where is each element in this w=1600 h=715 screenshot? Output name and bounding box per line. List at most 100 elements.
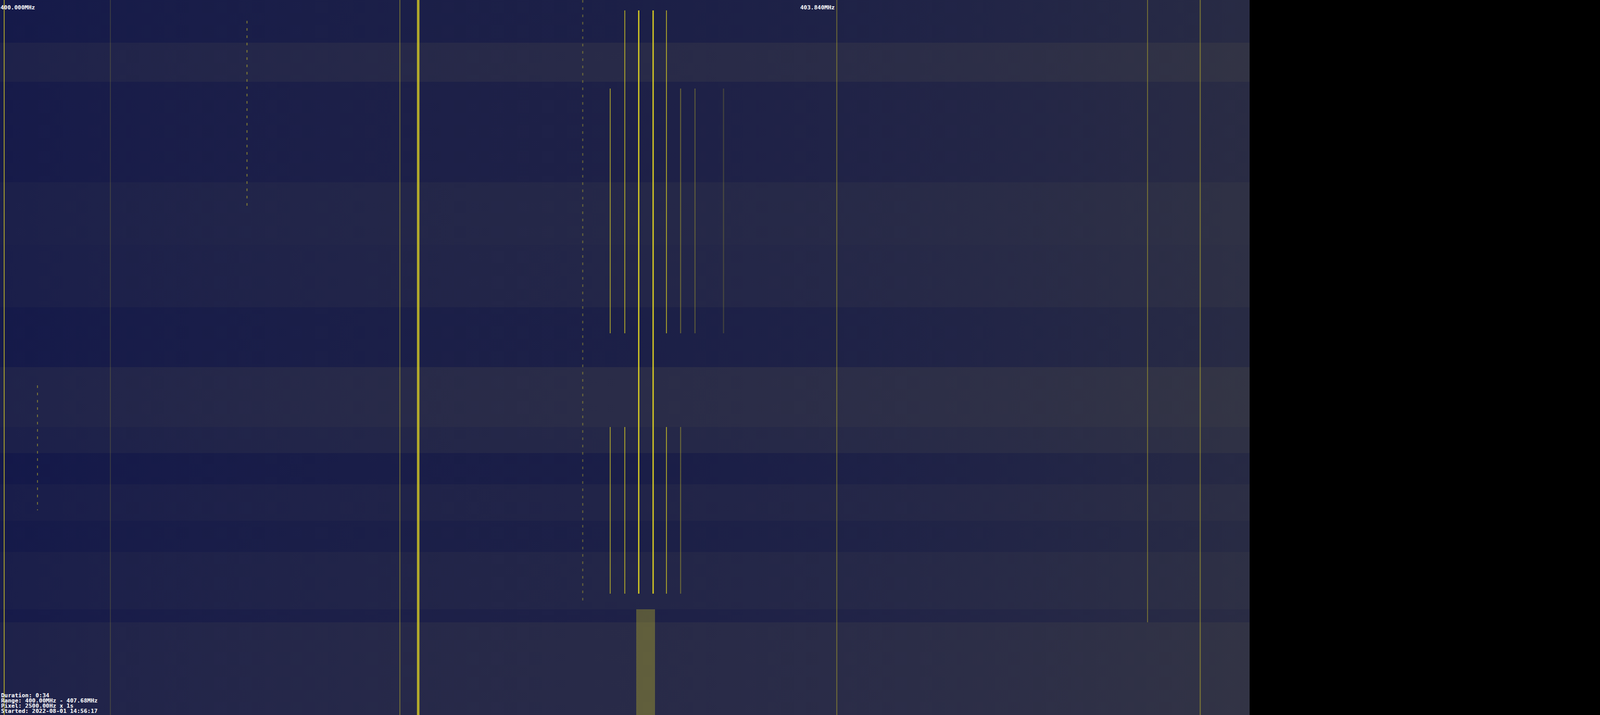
signal — [582, 473, 584, 477]
waterfall-root: 400.000MHz403.840MHzDuration: 0:34Range:… — [0, 0, 1600, 715]
signal — [582, 51, 584, 54]
signal — [582, 386, 584, 389]
signal — [36, 458, 39, 461]
signal — [582, 7, 584, 10]
signal — [36, 414, 39, 418]
signal-dotted — [36, 385, 39, 511]
freq-label: 400.000MHz — [0, 4, 35, 11]
signal — [582, 393, 584, 397]
signal — [582, 138, 584, 142]
signal — [582, 36, 584, 40]
signal — [246, 130, 248, 133]
signal — [582, 349, 584, 353]
signal — [246, 173, 248, 177]
signal — [246, 159, 248, 162]
signal — [582, 14, 584, 18]
signal — [582, 211, 584, 214]
freq-label: 403.840MHz — [800, 4, 835, 11]
signal — [246, 79, 248, 82]
signal — [1199, 0, 1201, 715]
signal — [246, 137, 248, 141]
signal — [36, 429, 39, 432]
signal — [582, 466, 584, 470]
signal — [582, 72, 584, 76]
signal — [246, 86, 248, 90]
signal — [36, 472, 39, 476]
signal — [582, 495, 584, 499]
signal — [582, 196, 584, 200]
signal — [246, 195, 248, 199]
signal — [246, 101, 248, 104]
signal-dotted — [246, 20, 248, 206]
signal — [652, 10, 654, 594]
signal — [1147, 0, 1149, 623]
waterfall: 400.000MHz403.840MHzDuration: 0:34Range:… — [0, 0, 1600, 715]
signal — [582, 262, 584, 266]
signal — [417, 0, 420, 715]
signal — [582, 167, 584, 171]
signal — [246, 122, 248, 126]
signal — [399, 0, 401, 715]
signal — [582, 43, 584, 47]
signal — [582, 269, 584, 273]
signal — [582, 430, 584, 433]
signal — [246, 115, 248, 119]
signal — [582, 553, 584, 557]
signal — [36, 480, 39, 483]
signal — [582, 174, 584, 178]
signal — [679, 88, 682, 334]
signal — [582, 422, 584, 426]
info-line: Started: 2022-08-01 14:56:17 — [1, 707, 98, 715]
signal — [582, 94, 584, 98]
signal — [246, 20, 248, 24]
signal — [694, 88, 696, 334]
signal — [582, 539, 584, 543]
signal — [582, 320, 584, 324]
signal — [582, 189, 584, 193]
signal — [36, 385, 39, 388]
signal — [36, 436, 39, 439]
signal — [36, 501, 39, 505]
signal — [582, 240, 584, 244]
signal — [582, 0, 584, 3]
signal — [246, 188, 248, 192]
signal — [723, 88, 725, 334]
signal — [636, 609, 655, 715]
signal — [665, 10, 667, 334]
signal — [609, 88, 611, 334]
signal — [582, 109, 584, 112]
signal — [582, 488, 584, 491]
signal — [582, 255, 584, 258]
signal — [582, 415, 584, 419]
signal — [582, 583, 584, 586]
signal — [582, 160, 584, 163]
signal-dotted — [582, 0, 584, 601]
signal — [36, 487, 39, 490]
signal — [582, 29, 584, 32]
signal — [582, 313, 584, 317]
signal — [582, 102, 584, 105]
signal — [36, 407, 39, 410]
signal — [836, 0, 838, 715]
signal — [582, 459, 584, 462]
signal — [582, 437, 584, 440]
signal — [582, 276, 584, 280]
signal — [582, 145, 584, 149]
signal — [36, 443, 39, 447]
signal — [638, 10, 640, 594]
signal — [246, 166, 248, 170]
signal — [582, 218, 584, 222]
signal — [582, 131, 584, 134]
signal — [582, 590, 584, 594]
signal — [582, 247, 584, 251]
signal — [582, 379, 584, 382]
signal — [582, 328, 584, 331]
signal — [582, 65, 584, 69]
signal — [582, 298, 584, 302]
signal — [582, 371, 584, 375]
signal — [582, 284, 584, 287]
signal — [246, 42, 248, 46]
signal — [582, 182, 584, 185]
signal — [582, 444, 584, 448]
signal — [246, 108, 248, 111]
